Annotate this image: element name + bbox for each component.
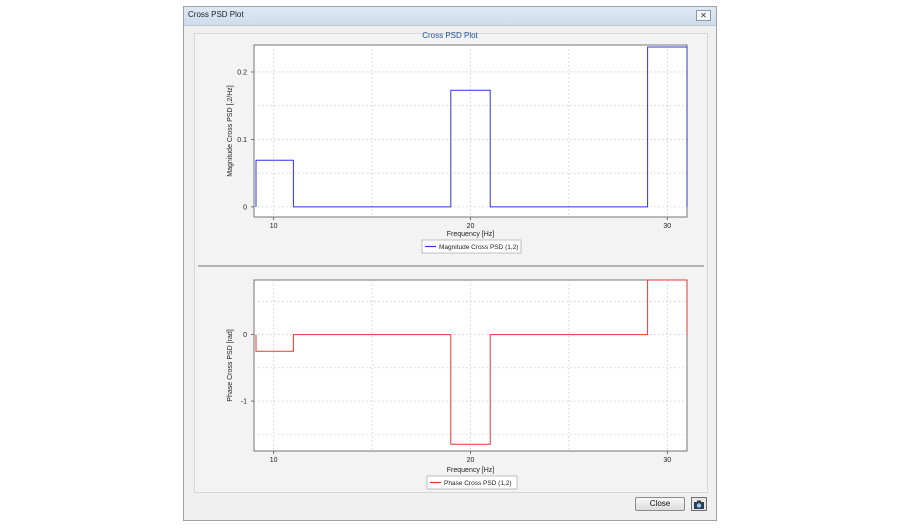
- phase-yaxis-label: Phase Cross PSD [rad]: [227, 329, 234, 401]
- magnitude-ytick-label: 0.2: [237, 69, 247, 76]
- phase-xaxis-label: Frequency [Hz]: [447, 467, 495, 474]
- phase-xtick-label: 30: [663, 457, 671, 464]
- plot-title: Cross PSD Plot: [422, 31, 478, 40]
- window-close-button[interactable]: ✕: [696, 10, 711, 21]
- magnitude-plot-area: [253, 44, 688, 218]
- magnitude-ytick-label: 0.1: [237, 137, 247, 144]
- magnitude-ytick-label: 0: [243, 204, 247, 211]
- phase-xtick-label: 10: [270, 457, 278, 464]
- window-title: Cross PSD Plot: [188, 10, 244, 19]
- magnitude-yaxis-label: Magnitude Cross PSD [.2/Hz]: [227, 85, 234, 176]
- close-button[interactable]: Close: [635, 497, 685, 511]
- phase-ytick-label: -1: [241, 399, 247, 406]
- phase-ytick-label: 0: [243, 332, 247, 339]
- phase-legend: [426, 475, 518, 490]
- screenshot-button[interactable]: [691, 497, 707, 511]
- magnitude-xtick-label: 30: [663, 223, 671, 230]
- cross-psd-window: Cross PSD Plot ✕ Cross PSD Plot 10 20 30 0 0…: [183, 6, 717, 521]
- magnitude-xtick-label: 10: [270, 223, 278, 230]
- phase-series-line: [255, 279, 688, 445]
- phase-legend-label: Phase Cross PSD (1,2): [444, 480, 512, 487]
- plots-area: 10 20 30 0 0.1 0.2 Frequency [Hz] Magnitude Cro…: [198, 44, 704, 490]
- camera-icon: [694, 500, 704, 509]
- phase-xtick-label: 20: [467, 457, 475, 464]
- magnitude-xaxis-label: Frequency [Hz]: [447, 231, 495, 238]
- title-bar: Cross PSD Plot ✕: [184, 7, 716, 26]
- close-icon: ✕: [700, 11, 707, 20]
- magnitude-xtick-label: 20: [467, 223, 475, 230]
- magnitude-legend: [421, 239, 522, 254]
- magnitude-legend-label: Magnitude Cross PSD (1,2): [439, 244, 518, 251]
- magnitude-series-line: [255, 46, 688, 208]
